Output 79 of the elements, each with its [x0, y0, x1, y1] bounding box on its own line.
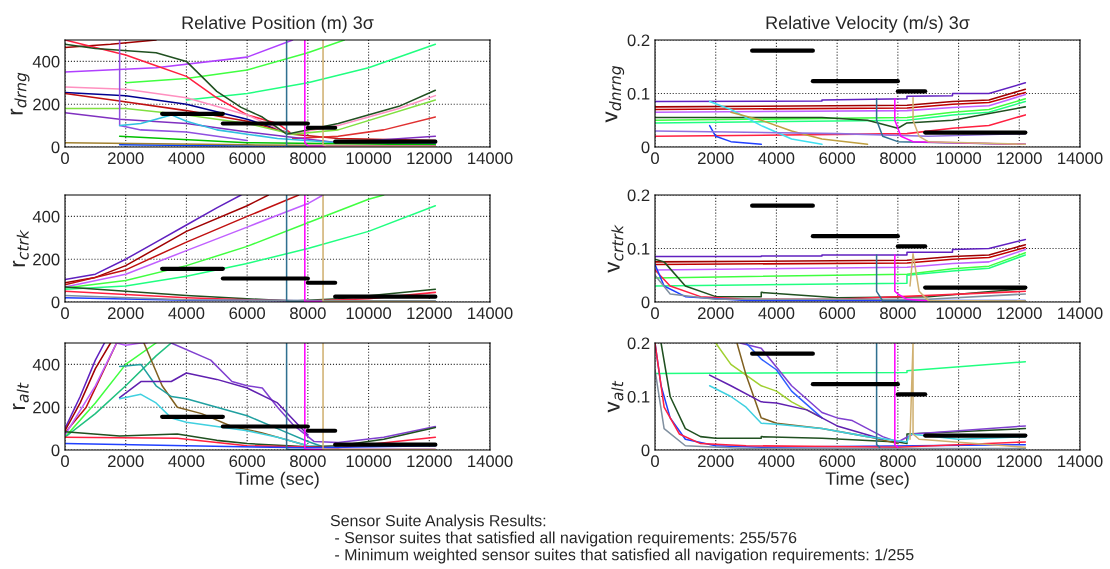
y-tick-label: 0: [51, 141, 60, 154]
x-tick-label: 12000: [997, 152, 1042, 165]
y-tick-label: 0.2: [627, 189, 650, 202]
x-tick-label: 8000: [880, 307, 916, 320]
y-tick-label: 200: [33, 401, 60, 414]
x-tick-label: 12000: [997, 455, 1042, 468]
x-tick-label: 0: [61, 152, 69, 165]
x-tick-label: 12000: [407, 307, 452, 320]
y-axis-title: v$_{alt}$: [607, 380, 624, 413]
x-tick-label: 4000: [168, 307, 205, 320]
x-tick-label: 10000: [936, 152, 982, 165]
x-tick-label: 12000: [407, 455, 452, 468]
y-tick-label: 400: [32, 358, 60, 371]
x-tick-label: 0: [61, 307, 69, 320]
y-axis-title: r$_{ctrk}$: [12, 229, 29, 267]
text: Sensor Suite Analysis Results:: [330, 514, 546, 530]
x-tick-label: 0: [651, 307, 659, 320]
y-tick-label: 200: [33, 98, 60, 111]
x-tick-label: 6000: [229, 455, 266, 468]
x-tick-label: 10000: [346, 455, 392, 468]
x-tick-label: 6000: [229, 152, 266, 165]
text: - Minimum weighted sensor suites that satisfied all navigation requirements: 1/255: [335, 548, 914, 564]
y-tick-label: 0: [51, 444, 60, 457]
x-tick-label: 14000: [468, 455, 513, 468]
x-tick-label: 4000: [758, 455, 795, 468]
x-tick-label: 8000: [880, 455, 916, 468]
x-tick-label: 6000: [819, 455, 856, 468]
x-tick-label: 8000: [290, 152, 326, 165]
text: - Sensor suites that satisfied all navigation requirements: 255/576: [335, 531, 797, 547]
x-tick-label: 14000: [468, 307, 513, 320]
x-axis-title: Time (sec): [235, 471, 319, 489]
x-tick-label: 14000: [1058, 455, 1103, 468]
y-tick-label: 400: [32, 210, 60, 223]
x-tick-label: 8000: [290, 307, 326, 320]
x-tick-label: 4000: [168, 152, 205, 165]
x-tick-label: 12000: [407, 152, 452, 165]
y-tick-label: 0.1: [627, 87, 650, 100]
x-tick-label: 10000: [346, 307, 392, 320]
x-tick-label: 2000: [108, 152, 144, 165]
y-tick-label: 0: [51, 296, 60, 309]
x-tick-label: 0: [651, 455, 659, 468]
y-tick-label: 0.1: [627, 390, 650, 403]
x-tick-label: 10000: [346, 152, 392, 165]
x-tick-label: 2000: [698, 455, 734, 468]
y-axis-title: v$_{crtrk}$: [607, 224, 624, 273]
x-tick-label: 14000: [1058, 152, 1103, 165]
chart-title: Relative Position (m) 3σ: [182, 15, 374, 33]
x-axis-title: Time (sec): [825, 471, 909, 489]
y-tick-label: 0.1: [627, 242, 650, 255]
x-tick-label: 8000: [290, 455, 326, 468]
y-tick-label: 0: [641, 141, 650, 154]
x-tick-label: 2000: [698, 307, 734, 320]
x-tick-label: 8000: [880, 152, 916, 165]
x-tick-label: 4000: [758, 152, 795, 165]
x-tick-label: 12000: [997, 307, 1042, 320]
y-tick-label: 0.2: [627, 34, 650, 47]
y-axis-title: v$_{dnrng}$: [605, 65, 625, 123]
x-tick-label: 0: [61, 455, 69, 468]
x-tick-label: 2000: [108, 307, 144, 320]
x-tick-label: 2000: [698, 152, 734, 165]
x-tick-label: 6000: [229, 307, 266, 320]
y-tick-label: 0: [641, 444, 650, 457]
x-tick-label: 2000: [108, 455, 144, 468]
y-axis-title: r$_{alt}$: [12, 382, 29, 410]
x-tick-label: 4000: [758, 307, 795, 320]
y-tick-label: 400: [32, 55, 60, 68]
y-tick-label: 200: [33, 253, 60, 266]
y-tick-label: 0.2: [627, 337, 650, 350]
y-axis-title: r$_{drng}$: [10, 72, 30, 115]
chart-title: Relative Velocity (m/s) 3σ: [766, 15, 970, 33]
x-tick-label: 14000: [1058, 307, 1103, 320]
x-tick-label: 14000: [468, 152, 513, 165]
x-tick-label: 10000: [936, 307, 982, 320]
x-tick-label: 6000: [819, 307, 856, 320]
x-tick-label: 4000: [168, 455, 205, 468]
y-tick-label: 0: [641, 296, 650, 309]
x-tick-label: 6000: [819, 152, 856, 165]
x-tick-label: 10000: [936, 455, 982, 468]
x-tick-label: 0: [651, 152, 659, 165]
